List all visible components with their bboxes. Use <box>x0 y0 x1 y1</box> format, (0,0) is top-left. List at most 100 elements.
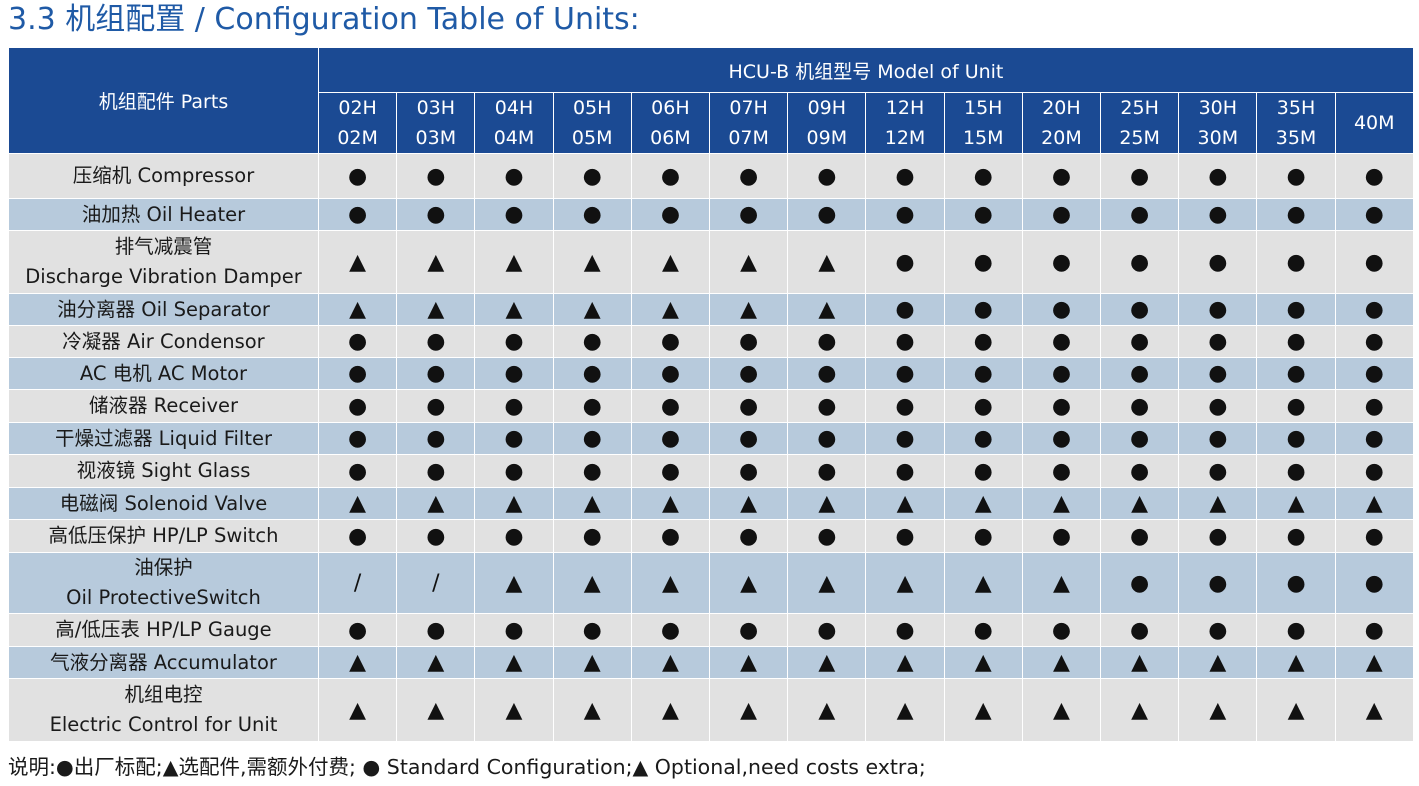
config-mark: / <box>396 552 476 614</box>
config-mark: ● <box>552 613 632 647</box>
table-row: 气液分离器 Accumulator ▲ ▲ ▲ ▲ ▲ ▲ ▲ ▲ ▲ ▲ ▲ ▲ ▲ ▲ <box>8 646 1414 679</box>
part-name: 油分离器 Oil Separator <box>57 297 270 321</box>
config-mark: ● <box>1334 519 1414 553</box>
config-mark: ● <box>1100 519 1180 553</box>
model-code: 35M <box>1275 127 1317 149</box>
model-code: 30H <box>1198 97 1238 119</box>
config-mark: ● <box>396 325 476 358</box>
config-mark: ● <box>1178 454 1258 488</box>
config-mark: ▲ <box>1178 487 1258 520</box>
model-code: 04H <box>494 97 534 119</box>
config-mark: ▲ <box>474 646 554 679</box>
config-mark: / <box>317 552 398 614</box>
config-mark: ▲ <box>474 552 554 614</box>
config-mark: ● <box>865 325 945 358</box>
config-mark: ● <box>865 230 945 294</box>
config-mark: ▲ <box>630 293 711 326</box>
part-name-cell: 油保护 Oil ProtectiveSwitch <box>8 552 319 614</box>
model-code: 15H <box>963 97 1003 119</box>
config-mark: ● <box>943 325 1023 358</box>
config-mark: ● <box>630 389 711 423</box>
config-mark: ● <box>1334 422 1414 455</box>
config-mark: ▲ <box>552 230 632 294</box>
config-mark: ● <box>943 357 1023 390</box>
config-mark: ● <box>787 357 867 390</box>
model-code: 25H <box>1120 97 1159 119</box>
config-mark: ● <box>1021 293 1102 326</box>
table-row: AC 电机 AC Motor ● ● ● ● ● ● ● ● ● ● ● ● ● ● <box>8 357 1414 390</box>
model-code-header: 12H 12M <box>865 92 945 154</box>
config-mark: ● <box>1021 325 1102 358</box>
config-mark: ● <box>474 454 554 488</box>
config-mark: ● <box>1256 422 1336 455</box>
config-mark: ● <box>865 613 945 647</box>
part-name: AC 电机 AC Motor <box>79 361 248 385</box>
config-mark: ● <box>943 519 1023 553</box>
part-name: 干燥过滤器 Liquid Filter <box>54 426 272 450</box>
config-mark: ▲ <box>317 487 398 520</box>
config-mark: ● <box>1334 198 1414 231</box>
config-mark: ● <box>943 389 1023 423</box>
part-name: 机组电控 <box>124 683 203 706</box>
config-mark: ▲ <box>787 678 867 742</box>
config-mark: ● <box>1100 357 1180 390</box>
part-name: 气液分离器 Accumulator <box>50 650 277 674</box>
config-mark: ● <box>1178 153 1258 199</box>
config-mark: ▲ <box>787 487 867 520</box>
part-name: 压缩机 Compressor <box>72 164 255 187</box>
config-mark: ● <box>1334 389 1414 423</box>
config-mark: ● <box>865 422 945 455</box>
config-mark: ● <box>1256 613 1336 647</box>
config-mark: ● <box>396 357 476 390</box>
model-code: 06M <box>650 127 691 149</box>
model-code: 02H <box>338 97 377 119</box>
config-mark: ● <box>709 389 789 423</box>
config-mark: ● <box>317 613 398 647</box>
config-mark: ● <box>709 325 789 358</box>
config-mark: ▲ <box>630 487 711 520</box>
model-code: 02M <box>337 127 378 149</box>
part-name-cell: 排气减震管 Discharge Vibration Damper <box>8 230 319 294</box>
table-row: 储液器 Receiver ● ● ● ● ● ● ● ● ● ● ● ● ● ● <box>8 389 1414 423</box>
model-code: 12M <box>884 127 926 149</box>
config-mark: ● <box>1178 198 1258 231</box>
model-code: 15M <box>962 127 1004 149</box>
model-code: 12H <box>885 97 925 119</box>
config-mark: ▲ <box>865 487 945 520</box>
config-mark: ▲ <box>552 552 632 614</box>
config-mark: ▲ <box>630 552 711 614</box>
config-mark: ● <box>474 519 554 553</box>
config-mark: ● <box>865 293 945 326</box>
config-mark: ▲ <box>474 487 554 520</box>
config-mark: ● <box>1100 153 1180 199</box>
config-mark: ● <box>552 153 632 199</box>
part-name: Oil ProtectiveSwitch <box>66 586 261 609</box>
config-mark: ● <box>787 454 867 488</box>
config-mark: ● <box>1334 613 1414 647</box>
model-code-header: 35H 35M <box>1256 92 1336 154</box>
part-name-cell: 油分离器 Oil Separator <box>8 293 319 326</box>
config-mark: ● <box>787 519 867 553</box>
config-mark: ● <box>943 454 1023 488</box>
config-mark: ▲ <box>1256 487 1336 520</box>
config-mark: ● <box>1256 230 1336 294</box>
config-mark: ● <box>317 325 398 358</box>
config-mark: ● <box>1100 613 1180 647</box>
config-mark: ● <box>943 230 1023 294</box>
config-mark: ● <box>865 153 945 199</box>
config-mark: ● <box>552 422 632 455</box>
model-code: 20H <box>1042 97 1081 119</box>
config-mark: ● <box>1178 389 1258 423</box>
config-mark: ● <box>630 198 711 231</box>
config-mark: ● <box>943 613 1023 647</box>
config-mark: ● <box>474 389 554 423</box>
config-mark: ● <box>709 357 789 390</box>
part-name: 储液器 Receiver <box>88 394 239 417</box>
config-mark: ▲ <box>1334 646 1414 679</box>
config-mark: ● <box>943 153 1023 199</box>
model-code: 05M <box>571 127 613 149</box>
config-mark: ▲ <box>396 678 476 742</box>
part-name-cell: 机组电控 Electric Control for Unit <box>8 678 319 742</box>
model-code-header: 40M <box>1334 92 1414 154</box>
model-header: HCU-B 机组型号 Model of Unit <box>318 47 1414 93</box>
